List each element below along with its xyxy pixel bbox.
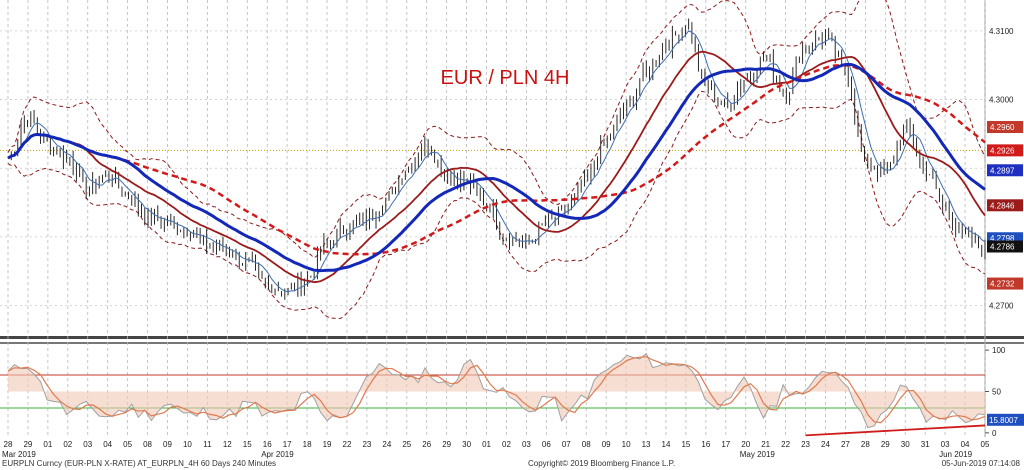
price-tag-label: 4.2786 — [990, 242, 1015, 251]
x-tick-label: 10 — [183, 440, 192, 449]
x-tick-label: 12 — [223, 440, 232, 449]
x-tick-label: 30 — [462, 440, 471, 449]
panel-separator — [0, 336, 1024, 339]
price-tag — [987, 199, 1023, 212]
stoch-d-line — [7, 356, 986, 424]
axis-layer: 4.27004.28004.29004.30004.31004.29604.29… — [2, 27, 1024, 459]
x-tick-label: 20 — [741, 440, 750, 449]
x-tick-label: 07 — [562, 440, 571, 449]
x-tick-label: 10 — [622, 440, 631, 449]
price-tag — [987, 240, 1023, 253]
x-tick-label: 17 — [721, 440, 730, 449]
osc-tick-label: 0 — [992, 429, 997, 438]
osc-tick-label: 100 — [992, 346, 1006, 355]
x-tick-label: 22 — [781, 440, 790, 449]
x-tick-label: 15 — [243, 440, 252, 449]
stoch-k-line — [7, 352, 986, 429]
panel-separator-thin — [0, 342, 1024, 344]
oscillator-trendline — [805, 424, 986, 437]
x-tick-label: 13 — [642, 440, 651, 449]
footer: EURPLN Curncy (EUR-PLN X-RATE) AT_EURPLN… — [0, 459, 1024, 470]
x-tick-label: 02 — [63, 440, 72, 449]
x-tick-label: 11 — [203, 440, 212, 449]
x-tick-label: 31 — [921, 440, 930, 449]
x-tick-label: 03 — [522, 440, 531, 449]
x-tick-label: 05 — [981, 440, 990, 449]
osc-value-label: 15.8007 — [989, 416, 1018, 425]
chart-title: EUR / PLN 4H — [441, 67, 570, 89]
x-tick-label: 30 — [901, 440, 910, 449]
oscillator-panel — [0, 352, 986, 437]
ma-mid-line — [7, 50, 986, 284]
x-tick-label: 29 — [881, 440, 890, 449]
month-label: Mar 2019 — [2, 450, 36, 459]
price-tag-label: 4.2846 — [990, 201, 1015, 210]
month-label: May 2019 — [740, 450, 776, 459]
price-tag-label: 4.2732 — [990, 280, 1015, 289]
x-tick-label: 26 — [422, 440, 431, 449]
price-panel — [7, 0, 986, 320]
x-tick-label: 25 — [402, 440, 411, 449]
ma-blue-line — [7, 62, 986, 273]
x-tick-label: 08 — [143, 440, 152, 449]
price-tag — [987, 121, 1023, 134]
x-tick-label: 06 — [542, 440, 551, 449]
price-tag — [987, 277, 1023, 290]
price-tag-label: 4.2960 — [990, 123, 1015, 132]
footer-copyright: Copyright© 2019 Bloomberg Finance L.P. — [528, 459, 676, 468]
x-tick-label: 04 — [961, 440, 970, 449]
footer-source: EURPLN Curncy (EUR-PLN X-RATE) AT_EURPLN… — [2, 459, 277, 468]
price-tick-label: 4.3000 — [989, 96, 1014, 105]
x-tick-label: 24 — [382, 440, 391, 449]
x-tick-label: 14 — [662, 440, 671, 449]
x-tick-label: 28 — [4, 440, 13, 449]
x-tick-label: 17 — [283, 440, 292, 449]
price-tick-label: 4.2700 — [989, 302, 1014, 311]
x-tick-label: 21 — [761, 440, 770, 449]
ma-long-line — [7, 63, 986, 256]
x-tick-label: 04 — [103, 440, 112, 449]
x-tick-label: 24 — [821, 440, 830, 449]
osc-tick-label: 50 — [992, 388, 1001, 397]
x-tick-label: 01 — [482, 440, 491, 449]
x-tick-label: 23 — [801, 440, 810, 449]
x-tick-label: 03 — [83, 440, 92, 449]
x-tick-label: 18 — [303, 440, 312, 449]
x-tick-label: 29 — [23, 440, 32, 449]
price-tag-label: 4.2926 — [990, 146, 1015, 155]
x-tick-label: 16 — [263, 440, 272, 449]
ma-fast-line — [7, 30, 986, 293]
x-tick-label: 09 — [163, 440, 172, 449]
x-tick-label: 29 — [442, 440, 451, 449]
price-tag — [987, 164, 1023, 177]
month-label: Jun 2019 — [939, 450, 972, 459]
x-tick-label: 22 — [343, 440, 352, 449]
x-tick-label: 23 — [362, 440, 371, 449]
x-tick-label: 15 — [681, 440, 690, 449]
price-tick-label: 4.3100 — [989, 27, 1014, 36]
osc-value-tag — [987, 413, 1024, 426]
x-tick-label: 16 — [701, 440, 710, 449]
x-tick-label: 01 — [43, 440, 52, 449]
x-tick-label: 03 — [941, 440, 950, 449]
bollinger-upper — [7, 0, 986, 259]
x-tick-label: 08 — [582, 440, 591, 449]
x-tick-label: 28 — [861, 440, 870, 449]
x-tick-label: 02 — [502, 440, 511, 449]
price-tag — [987, 144, 1023, 157]
price-tag-label: 4.2897 — [990, 166, 1015, 175]
month-label: Apr 2019 — [261, 450, 294, 459]
x-tick-label: 05 — [123, 440, 132, 449]
price-tag-label: 4.2798 — [990, 234, 1015, 243]
x-tick-label: 27 — [841, 440, 850, 449]
x-tick-label: 09 — [602, 440, 611, 449]
footer-timestamp: 05-Jun-2019 07:14:08 — [941, 459, 1020, 468]
x-tick-label: 19 — [323, 440, 332, 449]
